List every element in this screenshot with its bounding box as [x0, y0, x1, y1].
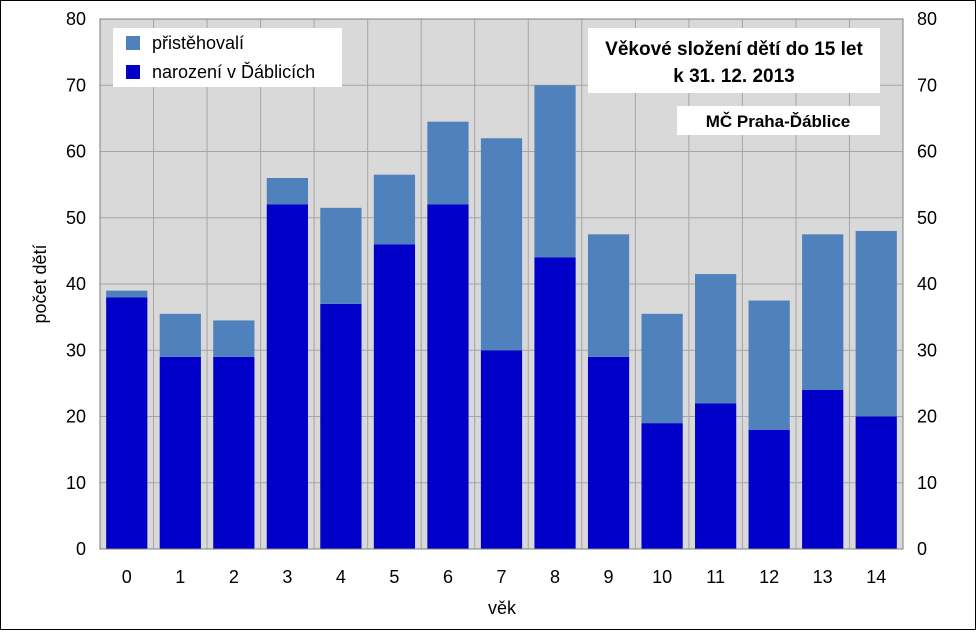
y-axis-label: počet dětí — [30, 244, 50, 323]
bar-immigrated-age-9 — [587, 234, 630, 357]
bar-born-age-10 — [641, 423, 683, 549]
bar-immigrated-age-14 — [855, 231, 897, 417]
x-tick-label: 5 — [389, 567, 399, 587]
x-tick-label: 6 — [443, 567, 453, 587]
bar-immigrated-age-13 — [802, 234, 844, 390]
legend: přistěhovalí narození v Ďáblicích — [113, 28, 342, 87]
y-axis-right-ticks: 0 10 20 30 40 50 60 70 80 — [917, 9, 937, 559]
x-tick-label: 2 — [229, 567, 239, 587]
y-tick-label-left: 70 — [66, 75, 86, 95]
x-tick-label: 11 — [706, 567, 725, 587]
y-tick-label-right: 20 — [917, 407, 937, 427]
y-tick-label-right: 60 — [917, 142, 937, 162]
legend-label-immigrated: přistěhovalí — [152, 33, 244, 53]
y-tick-label-left: 30 — [66, 340, 86, 360]
bar-born-age-7 — [480, 350, 523, 549]
legend-box — [113, 28, 342, 87]
bar-born-age-13 — [802, 390, 844, 549]
x-tick-label: 13 — [813, 567, 833, 587]
bar-immigrated-age-10 — [641, 313, 683, 424]
bar-born-age-1 — [159, 356, 201, 549]
bar-immigrated-age-6 — [427, 121, 469, 205]
bars-group — [106, 85, 897, 549]
y-tick-label-right: 70 — [917, 75, 937, 95]
y-tick-label-left: 40 — [66, 274, 86, 294]
bar-born-age-11 — [695, 403, 737, 549]
legend-swatch-born — [126, 65, 140, 79]
bar-born-age-3 — [266, 204, 308, 549]
bar-immigrated-age-8 — [534, 85, 576, 258]
x-tick-label: 3 — [282, 567, 292, 587]
y-tick-label-left: 60 — [66, 142, 86, 162]
x-axis-label: věk — [488, 598, 517, 618]
x-tick-label: 0 — [122, 567, 132, 587]
bar-immigrated-age-1 — [159, 313, 201, 357]
y-tick-label-right: 80 — [917, 9, 937, 29]
x-tick-label: 12 — [759, 567, 779, 587]
y-tick-label-right: 50 — [917, 208, 937, 228]
legend-swatch-immigrated — [126, 36, 140, 50]
bar-immigrated-age-11 — [695, 274, 737, 404]
y-tick-label-right: 30 — [917, 340, 937, 360]
x-tick-label: 14 — [866, 567, 886, 587]
chart-subtitle: MČ Praha-Ďáblice — [706, 112, 851, 131]
bar-immigrated-age-12 — [748, 300, 790, 430]
x-tick-label: 10 — [652, 567, 672, 587]
y-tick-label-left: 10 — [66, 473, 86, 493]
bar-immigrated-age-2 — [213, 320, 255, 357]
bar-born-age-12 — [748, 429, 790, 549]
title-box-bg — [588, 28, 880, 93]
legend-label-born: narození v Ďáblicích — [152, 62, 315, 82]
bar-immigrated-age-0 — [106, 290, 148, 298]
x-tick-label: 9 — [604, 567, 614, 587]
x-tick-label: 7 — [496, 567, 506, 587]
chart-title-line-1: Věkové složení dětí do 15 let — [605, 39, 863, 60]
bar-immigrated-age-7 — [480, 138, 523, 351]
x-tick-label: 1 — [175, 567, 185, 587]
x-tick-label: 4 — [336, 567, 346, 587]
bar-born-age-8 — [534, 257, 576, 549]
y-tick-label-right: 10 — [917, 473, 937, 493]
x-axis-ticks: 0 1 2 3 4 5 6 7 8 9 10 11 12 13 14 — [122, 567, 886, 587]
bar-immigrated-age-3 — [266, 178, 308, 205]
bar-born-age-6 — [427, 204, 469, 549]
bar-born-age-0 — [106, 297, 148, 549]
subtitle-box-bg — [677, 106, 880, 135]
plot-border — [99, 18, 904, 550]
bar-born-age-2 — [213, 356, 255, 549]
y-tick-label-left: 50 — [66, 208, 86, 228]
bar-immigrated-age-5 — [373, 174, 416, 245]
bar-born-age-4 — [320, 303, 362, 549]
x-tick-label: 8 — [550, 567, 560, 587]
title-box: Věkové složení dětí do 15 let k 31. 12. … — [588, 28, 880, 93]
bar-born-age-5 — [373, 244, 416, 549]
bar-immigrated-age-4 — [320, 207, 362, 304]
y-tick-label-left: 0 — [76, 539, 86, 559]
y-tick-label-left: 80 — [66, 9, 86, 29]
subtitle-box: MČ Praha-Ďáblice — [677, 106, 880, 135]
y-tick-label-right: 40 — [917, 274, 937, 294]
y-tick-label-left: 20 — [66, 407, 86, 427]
bar-born-age-14 — [855, 416, 897, 549]
chart-title-line-2: k 31. 12. 2013 — [673, 66, 795, 87]
bar-born-age-9 — [587, 356, 630, 549]
y-tick-label-right: 0 — [917, 539, 927, 559]
y-axis-left-ticks: 0 10 20 30 40 50 60 70 80 — [66, 9, 86, 559]
